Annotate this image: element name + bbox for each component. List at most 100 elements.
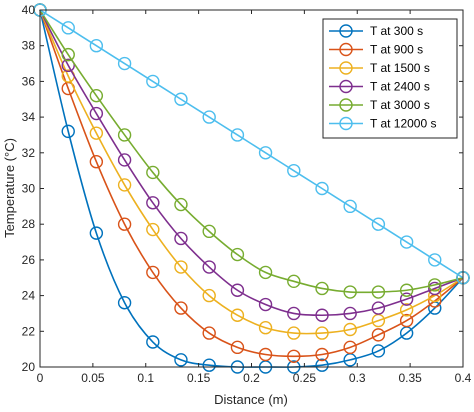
data-point (89, 106, 104, 121)
data-point (428, 278, 442, 292)
data-point (117, 153, 132, 167)
data-point (174, 231, 188, 246)
data-point (399, 283, 414, 297)
data-point (230, 128, 245, 142)
data-point (174, 260, 188, 274)
x-tick-label: 0.3 (349, 371, 366, 385)
data-point (89, 226, 104, 240)
data-point (202, 224, 216, 239)
series-5 (33, 3, 470, 299)
data-point (258, 265, 273, 280)
data-point (202, 110, 216, 124)
data-point (174, 92, 188, 106)
data-point (174, 197, 188, 212)
data-point (315, 358, 329, 372)
legend-item-5: T at 3000 s (329, 98, 430, 112)
data-point (117, 296, 132, 310)
data-point (146, 165, 160, 180)
legend-label: T at 300 s (370, 24, 423, 38)
legend-item-4: T at 2400 s (329, 80, 430, 94)
data-point (202, 358, 216, 372)
x-tick-label: 0.25 (293, 371, 317, 385)
y-tick-label: 34 (22, 110, 36, 124)
x-tick-label: 0 (37, 371, 44, 385)
data-point (287, 163, 301, 178)
data-point (117, 128, 132, 142)
x-tick-label: 0.2 (243, 371, 260, 385)
y-tick-label: 38 (22, 39, 36, 53)
data-point (146, 222, 160, 237)
legend-marker (339, 79, 353, 94)
data-point (371, 285, 386, 299)
legend: T at 300 s T at 900 s T at 1500 s T at 2400… (322, 18, 458, 139)
data-point (315, 308, 329, 322)
data-point (428, 253, 442, 267)
series-line-2 (39, 9, 464, 358)
legend-marker (339, 24, 353, 38)
data-point (174, 301, 188, 315)
data-point (89, 126, 104, 140)
series-6 (33, 3, 470, 285)
x-tick-label: 0.1 (137, 371, 154, 385)
y-tick-label: 24 (22, 289, 36, 303)
data-point (230, 247, 245, 262)
data-point (258, 297, 273, 312)
data-point (287, 326, 301, 340)
legend-marker (339, 98, 353, 112)
data-point (343, 285, 357, 299)
data-point (287, 274, 301, 289)
data-point (258, 321, 273, 335)
data-point (315, 326, 329, 340)
legend-label: T at 12000 s (370, 117, 437, 131)
data-point (117, 178, 132, 192)
y-tick-label: 28 (22, 217, 36, 231)
data-point (117, 217, 132, 231)
data-point (146, 196, 160, 210)
data-point (287, 306, 301, 321)
data-point (230, 340, 245, 355)
data-point (230, 308, 245, 322)
legend-item-6: T at 12000 s (329, 117, 437, 131)
data-point (287, 349, 301, 363)
y-tick-label: 22 (22, 324, 36, 338)
data-point (230, 283, 245, 297)
y-tick-label: 30 (22, 182, 36, 196)
data-point (371, 328, 386, 342)
series-line-5 (39, 9, 464, 294)
data-point (61, 47, 75, 62)
x-tick-label: 0.35 (398, 371, 422, 385)
y-tick-label: 26 (22, 253, 36, 267)
series-line-3 (39, 9, 464, 335)
ticks-layer: 0 0.05 0.1 0.15 0.2 0.25 0.3 0.35 0.4 20 22 24 26 28 3… (22, 3, 472, 385)
y-tick-label: 36 (22, 74, 36, 88)
data-point (61, 124, 75, 139)
legend-label: T at 3000 s (370, 98, 430, 112)
data-point (202, 260, 216, 274)
data-point (61, 21, 75, 35)
x-axis-label: Distance (m) (214, 392, 288, 407)
data-point (343, 340, 357, 355)
series-layer (33, 3, 470, 374)
x-tick-label: 0.15 (187, 371, 211, 385)
data-point (343, 322, 357, 337)
legend-label: T at 2400 s (370, 80, 430, 94)
data-point (258, 146, 273, 160)
data-point (202, 326, 216, 340)
data-point (315, 347, 329, 362)
data-point (258, 347, 273, 362)
data-point (146, 265, 160, 280)
y-tick-label: 32 (22, 146, 36, 160)
x-tick-label: 0.05 (81, 371, 105, 385)
legend-marker (339, 61, 353, 75)
data-point (343, 306, 357, 321)
data-point (371, 217, 386, 231)
y-tick-label: 40 (22, 3, 36, 17)
data-point (174, 353, 188, 367)
data-point (428, 288, 442, 303)
data-point (89, 155, 104, 169)
series-line-6 (39, 9, 464, 279)
data-point (315, 181, 329, 196)
legend-marker (339, 42, 353, 57)
data-point (146, 74, 160, 89)
